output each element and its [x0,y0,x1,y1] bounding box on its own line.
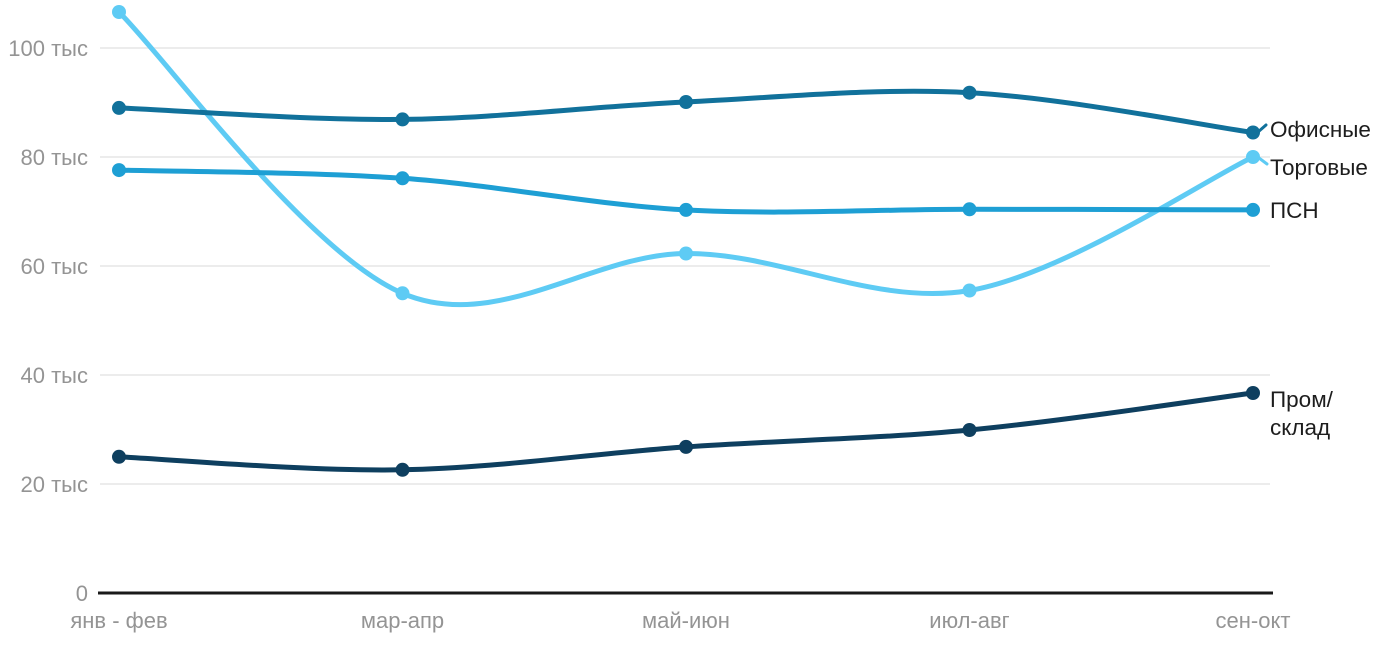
data-point-industrial-2[interactable] [679,439,693,454]
series-line-retail [116,9,1256,308]
data-point-psn-0[interactable] [112,163,126,178]
leader-dash-offices [1256,123,1268,134]
data-point-psn-2[interactable] [679,202,693,217]
y-axis-tick-label: 0 [76,581,88,606]
data-point-offices-0[interactable] [112,100,126,115]
data-point-retail-0[interactable] [112,5,126,19]
data-point-offices-2[interactable] [679,95,693,109]
series-label-offices: Офисные [1270,117,1371,142]
series-label-retail: Торговые [1270,155,1368,180]
y-axis-tick-label: 60 тыс [21,254,88,279]
data-point-offices-3[interactable] [962,85,977,100]
data-point-psn-3[interactable] [962,202,977,217]
data-point-offices-4[interactable] [1246,125,1260,140]
series-label-industrial-line1: склад [1270,415,1330,440]
y-axis-tick-label: 100 тыс [8,36,88,61]
x-axis-label-3: июл-авг [929,608,1009,633]
leader-dash-retail [1257,156,1269,166]
data-point-retail-2[interactable] [679,246,693,261]
x-axis-label-2: май-июн [642,608,730,633]
data-point-psn-4[interactable] [1246,202,1260,217]
data-point-industrial-0[interactable] [112,449,126,464]
data-point-industrial-3[interactable] [962,423,977,437]
series-label-industrial-line0: Пром/ [1270,387,1334,412]
x-axis-label-0: янв - фев [70,608,167,633]
series-line-industrial [116,390,1256,473]
x-axis-label-1: мар-апр [361,608,444,633]
data-point-retail-4[interactable] [1246,150,1260,164]
data-point-industrial-4[interactable] [1246,386,1260,400]
data-point-offices-1[interactable] [395,112,410,127]
y-axis-tick-label: 80 тыс [21,145,88,170]
x-axis-label-4: сен-окт [1216,608,1291,633]
y-axis-tick-label: 20 тыс [21,472,88,497]
data-point-industrial-1[interactable] [395,462,410,477]
series-label-psn: ПСН [1270,198,1319,223]
data-point-retail-3[interactable] [962,283,977,298]
y-axis-tick-label: 40 тыс [21,363,88,388]
data-point-psn-1[interactable] [395,171,410,186]
data-point-retail-1[interactable] [395,286,410,301]
